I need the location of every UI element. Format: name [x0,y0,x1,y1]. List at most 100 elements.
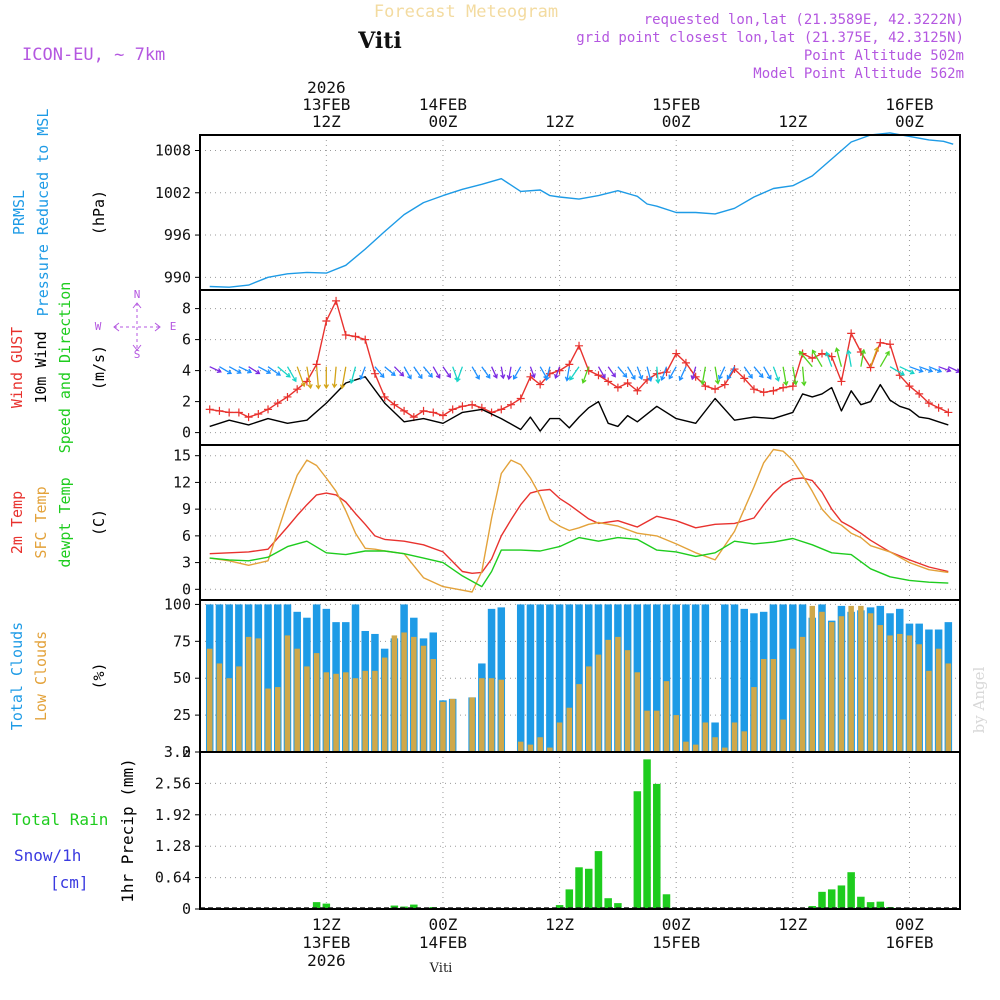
wind-gust-marker [390,400,399,409]
wind-gust-marker [322,317,331,325]
total-rain-bar [866,902,875,909]
time-label-top: 15FEB [652,95,700,114]
wind-gust-marker [448,405,457,414]
low-clouds-bar [595,654,602,752]
wind-gust-marker [438,411,447,420]
wind-direction-arrow [455,366,464,383]
low-clouds-bar [790,648,796,752]
wind-direction-arrow [700,366,707,386]
wind-gust-marker [458,402,467,411]
low-clouds-bar [605,639,611,752]
sfc-temp-line [209,448,949,593]
low-clouds-bar [236,666,242,752]
wind-gust-marker [380,392,389,401]
model-point-altitude: Model Point Altitude 562m [753,66,964,82]
y-tick-label: 0 [182,743,191,761]
wind-gust-marker [681,358,690,367]
total-rain-bar [662,894,671,909]
low-clouds-bar [265,688,271,752]
legend-snow-unit: [cm] [50,873,89,892]
low-clouds-bar [517,741,524,752]
y-tick-label: 8 [182,300,191,318]
low-clouds-bar [916,644,922,752]
low-clouds-bar [634,672,641,752]
wind-direction-arrow [714,366,721,385]
time-label-top: 12Z [778,112,807,131]
compass-north: N [134,288,141,301]
low-clouds-bar [216,663,223,752]
y-tick-label: 0 [182,900,191,918]
y-tick-label: 12 [173,473,191,491]
y-tick-label: 4 [182,362,191,380]
wind-direction-arrow [544,366,551,382]
wind-gust-marker [924,399,933,408]
low-clouds-bar [343,672,349,752]
wind-direction-arrow [646,366,653,382]
compass-rose-icon: N S W E [95,288,177,361]
wind-gust-marker [944,408,953,417]
time-label-bottom: 16FEB [885,933,933,952]
wind-direction-arrow [349,366,357,385]
time-label-top: 12Z [312,112,341,131]
wind-gust-marker [293,385,302,394]
total-rain-bar [653,783,661,909]
y-tick-label: 9 [182,500,191,518]
time-label-top: 14FEB [419,95,467,114]
low-clouds-bar [323,672,330,752]
low-clouds-bar [624,650,631,752]
wind-gust-marker [429,408,438,417]
wind-gust-marker [730,365,739,374]
low-clouds-bar [896,633,903,752]
wind-gust-marker [234,408,243,417]
total-clouds-bar [740,608,748,752]
wind-direction-arrow [798,350,813,368]
time-label-top: 13FEB [302,95,350,114]
wind-gust-marker [604,377,613,386]
total-clouds-bar [264,604,272,752]
wind-gust-marker [915,389,924,398]
low-clouds-bar [663,681,670,752]
panel-label-2m-temp: 2m Temp [8,491,26,554]
low-clouds-bar [867,613,874,752]
wind-gust-marker [506,400,515,409]
wind-direction-arrow [772,366,781,382]
wind-gust-marker [817,349,826,358]
wind-direction-arrow [500,366,506,380]
clouds-panel: 0 25 50 75 100 Total Clouds Low Clouds (%) [8,595,961,761]
wind-gust-marker [351,332,360,341]
total-rain-bar [643,759,651,909]
wind-gust-marker [876,338,885,347]
total-clouds-bar [730,604,739,752]
wind-direction-arrow [792,366,799,386]
temperature-panel: 0 3 6 9 12 15 2m Temp SFC Temp dewpt Temp (C) [8,444,961,601]
time-label-top: 16FEB [885,95,933,114]
low-clouds-bar [799,636,806,752]
total-rain-bar [614,903,622,909]
y-tick-label: 0.64 [155,869,191,887]
wind-gust-marker [779,383,788,392]
total-clouds-bar [779,604,787,752]
10m-wind-line [209,376,949,432]
total-rain-bar [876,901,885,909]
wind-gust-marker [400,406,409,415]
low-clouds-bar [294,648,300,752]
wind-direction-arrow [471,366,480,380]
prmsl-line [209,132,954,288]
low-clouds-bar [284,635,291,752]
wind-direction-arrow [846,349,852,367]
wind-gust-marker [341,330,350,339]
compass-arrowheads [113,302,161,351]
low-clouds-bar [206,648,213,752]
wind-direction-arrow [889,366,906,376]
location-title: Viti [357,28,402,54]
wind-direction-arrow [668,366,677,380]
wind-gust-marker [264,405,273,414]
wind-direction-arrow [928,366,943,374]
wind-gust-marker [808,354,817,363]
panel-label-total-clouds: Total Clouds [8,622,26,730]
wind-direction-arrow [581,366,590,384]
low-clouds-bar [751,687,757,752]
total-rain-bar [847,872,855,909]
wind-direction-arrow [938,366,952,373]
wind-panel: 0 2 4 6 8 Wind GUST 10m Wind Speed and Directio… [8,282,961,453]
